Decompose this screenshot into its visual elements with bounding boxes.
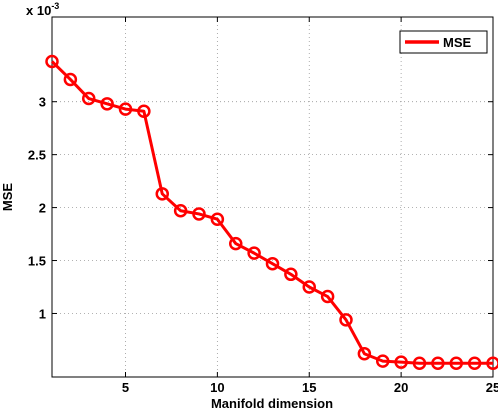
data-point: [100, 97, 114, 111]
x-tick-label: 10: [210, 380, 224, 395]
data-point: [229, 236, 243, 251]
y-scale-multiplier: x 10-3: [26, 1, 59, 18]
series-line-mse: [50, 60, 493, 365]
data-point: [449, 356, 463, 370]
data-point: [45, 54, 59, 69]
data-point: [320, 289, 335, 304]
data-point: [467, 356, 482, 370]
data-point: [302, 280, 316, 294]
data-point: [394, 355, 408, 369]
data-point: [486, 356, 498, 370]
plot-frame: [51, 16, 494, 378]
data-point: [173, 204, 188, 218]
x-tick-label: 15: [302, 380, 316, 395]
y-scale-exponent: -3: [51, 1, 59, 11]
data-point: [357, 346, 372, 361]
x-axis-label: Manifold dimension: [211, 396, 333, 411]
series-layer: [45, 54, 498, 370]
x-tick-label: 20: [394, 380, 408, 395]
legend-label: MSE: [443, 35, 472, 50]
data-point: [137, 104, 151, 118]
data-point: [247, 246, 261, 260]
data-point: [412, 356, 427, 370]
legend-box: [399, 30, 488, 54]
y-axis-label: MSE: [0, 183, 15, 212]
y-tick-label: 2: [39, 201, 46, 216]
legend: MSE: [399, 30, 488, 54]
data-point: [339, 313, 353, 327]
y-scale-base: x 10: [26, 3, 51, 18]
data-point: [284, 267, 298, 282]
data-point: [431, 356, 445, 370]
y-tick-label: 1.5: [28, 254, 46, 269]
data-point: [210, 212, 225, 226]
data-point: [192, 207, 206, 221]
y-tick-label: 2.5: [28, 148, 46, 163]
data-point: [155, 187, 169, 201]
data-point: [82, 91, 96, 106]
data-point: [376, 354, 390, 368]
data-point: [265, 256, 280, 271]
data-point: [63, 72, 78, 87]
grid: [52, 17, 494, 377]
y-tick-label: 3: [39, 95, 46, 110]
x-tick-label: 25: [486, 380, 498, 395]
axis-ticks: 5 10 15 20 25 1 1.5 2 2.5 3: [28, 17, 498, 395]
y-tick-label: 1: [39, 306, 46, 321]
data-point: [118, 102, 133, 116]
x-tick-label: 5: [122, 380, 129, 395]
